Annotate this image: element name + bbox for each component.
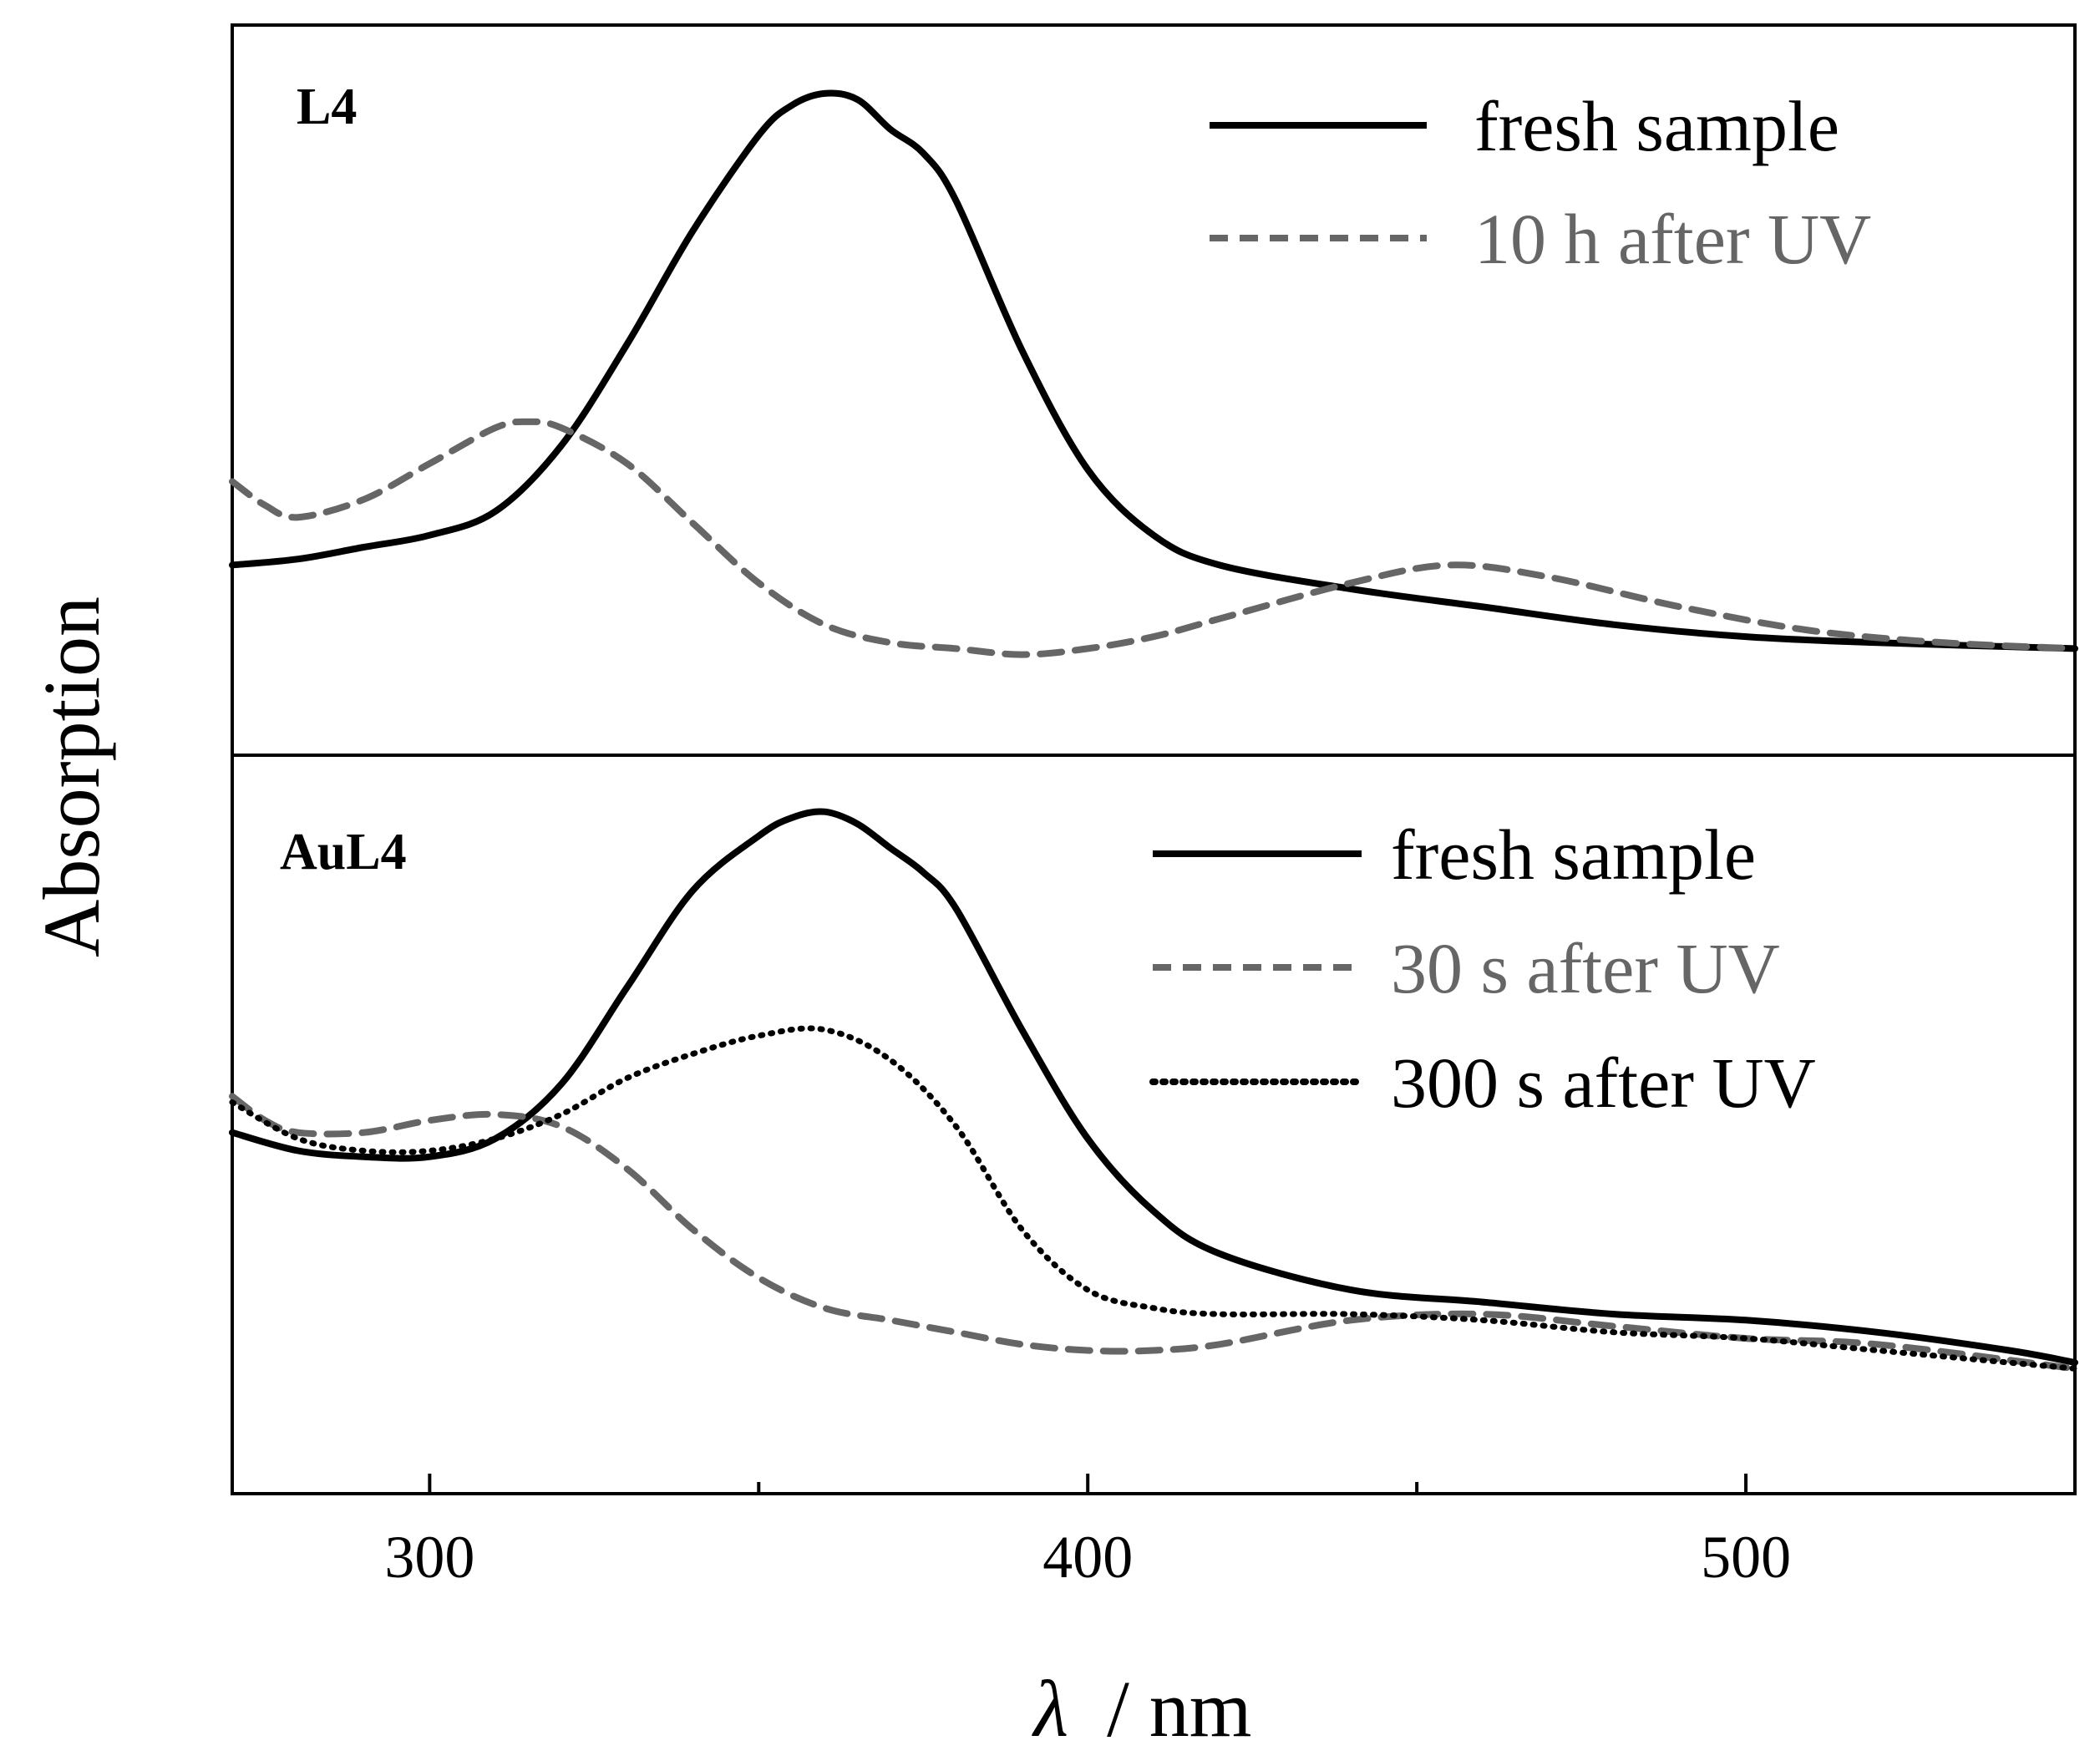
bottom-panel-curves — [229, 808, 2078, 1373]
x-tick-label: 400 — [1042, 1524, 1133, 1591]
legend-label-top-10h: 10 h after UV — [1474, 199, 1871, 279]
legend-label-bottom-300s: 300 s after UV — [1391, 1043, 1816, 1123]
series-line-l4-0 — [229, 89, 2078, 652]
top-panel-label: L4 — [297, 79, 357, 135]
bottom-legend: fresh sample 30 s after UV 300 s after U… — [1149, 815, 1816, 1123]
series-line-aul4-1 — [229, 1093, 2078, 1373]
top-panel-curves — [229, 89, 2078, 658]
legend-label-top-fresh: fresh sample — [1474, 86, 1839, 166]
y-axis-title: Absorption — [27, 596, 116, 957]
x-tick-label: 500 — [1701, 1524, 1791, 1591]
legend-label-bottom-30s: 30 s after UV — [1391, 928, 1780, 1008]
x-axis-title-unit: / nm — [1107, 1664, 1251, 1753]
x-axis-title: λ / nm — [1032, 1664, 1252, 1753]
plot-frame — [231, 23, 2077, 1495]
series-line-l4-1 — [229, 418, 2078, 658]
x-tick-label: 300 — [384, 1524, 474, 1591]
legend-label-bottom-fresh: fresh sample — [1391, 815, 1756, 895]
x-axis-ticks: 300 400 500 — [384, 1474, 1791, 1591]
series-line-aul4-0 — [229, 808, 2078, 1366]
x-axis-title-symbol: λ — [1032, 1664, 1069, 1753]
top-legend: fresh sample 10 h after UV — [1210, 86, 1871, 279]
bottom-panel-label: AuL4 — [280, 824, 407, 881]
series-line-aul4-2 — [229, 1025, 2078, 1372]
